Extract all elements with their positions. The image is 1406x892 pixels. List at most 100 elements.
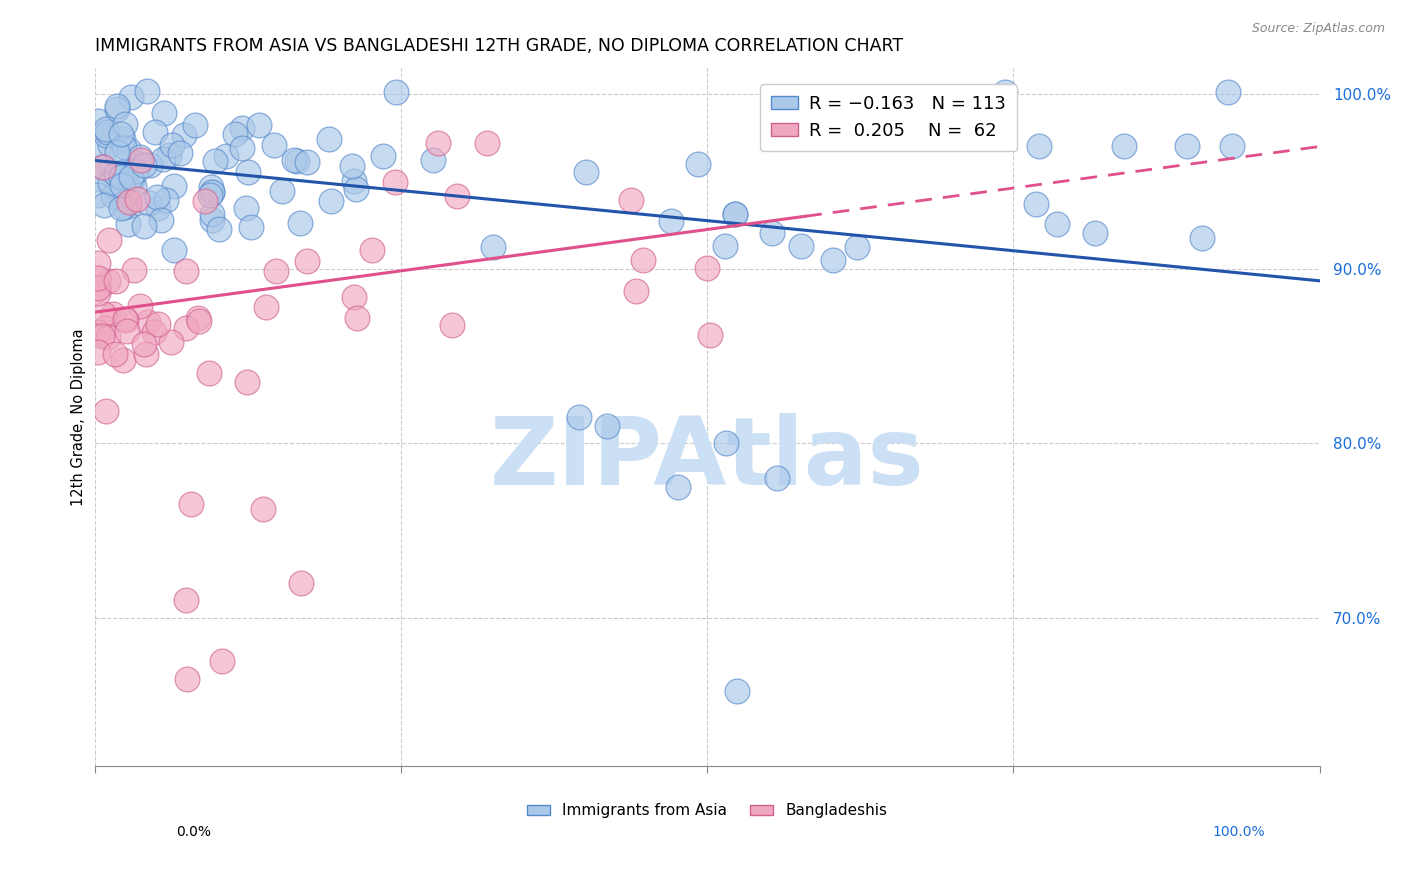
- Point: [1084, 226, 1107, 240]
- Point: [87, 271, 110, 285]
- Point: [596, 418, 619, 433]
- Point: [319, 194, 342, 208]
- Point: [1216, 86, 1239, 100]
- Point: [101, 307, 124, 321]
- Point: [174, 264, 197, 278]
- Point: [184, 119, 207, 133]
- Point: [136, 315, 159, 329]
- Point: [115, 313, 138, 327]
- Point: [97, 330, 120, 344]
- Point: [87, 281, 110, 295]
- Point: [98, 138, 121, 153]
- Point: [224, 128, 246, 142]
- Point: [143, 326, 166, 340]
- Point: [117, 144, 139, 158]
- Point: [686, 157, 709, 171]
- Point: [136, 84, 159, 98]
- Point: [725, 683, 748, 698]
- Point: [176, 672, 198, 686]
- Point: [115, 164, 138, 178]
- Point: [236, 165, 259, 179]
- Text: IMMIGRANTS FROM ASIA VS BANGLADESHI 12TH GRADE, NO DIPLOMA CORRELATION CHART: IMMIGRANTS FROM ASIA VS BANGLADESHI 12TH…: [94, 37, 903, 55]
- Point: [475, 136, 498, 150]
- Point: [87, 325, 110, 339]
- Point: [180, 497, 202, 511]
- Point: [823, 252, 845, 267]
- Point: [105, 274, 128, 288]
- Point: [96, 128, 118, 143]
- Point: [87, 144, 110, 158]
- Point: [231, 120, 253, 135]
- Point: [384, 175, 406, 189]
- Point: [215, 149, 238, 163]
- Point: [344, 182, 367, 196]
- Point: [285, 153, 308, 168]
- Point: [264, 263, 287, 277]
- Point: [724, 207, 747, 221]
- Point: [187, 311, 209, 326]
- Point: [174, 593, 197, 607]
- Point: [128, 150, 150, 164]
- Point: [426, 136, 449, 150]
- Point: [149, 212, 172, 227]
- Point: [208, 221, 231, 235]
- Point: [105, 99, 128, 113]
- Point: [101, 188, 124, 202]
- Point: [143, 125, 166, 139]
- Point: [1112, 139, 1135, 153]
- Point: [112, 352, 135, 367]
- Point: [247, 118, 270, 132]
- Point: [1220, 139, 1243, 153]
- Point: [132, 158, 155, 172]
- Point: [1191, 231, 1213, 245]
- Point: [696, 260, 718, 275]
- Point: [163, 243, 186, 257]
- Point: [94, 122, 117, 136]
- Point: [146, 317, 169, 331]
- Point: [138, 195, 160, 210]
- Point: [235, 202, 257, 216]
- Point: [440, 318, 463, 332]
- Point: [160, 334, 183, 349]
- Point: [135, 347, 157, 361]
- Point: [122, 263, 145, 277]
- Point: [790, 239, 813, 253]
- Point: [91, 161, 114, 175]
- Point: [104, 167, 127, 181]
- Point: [631, 253, 654, 268]
- Point: [87, 188, 110, 202]
- Point: [201, 185, 224, 199]
- Point: [297, 253, 319, 268]
- Point: [96, 124, 118, 138]
- Point: [118, 195, 141, 210]
- Point: [163, 179, 186, 194]
- Point: [371, 149, 394, 163]
- Point: [93, 307, 115, 321]
- Point: [666, 480, 689, 494]
- Point: [346, 310, 368, 325]
- Point: [1028, 139, 1050, 153]
- Point: [129, 153, 152, 168]
- Point: [845, 240, 868, 254]
- Point: [169, 145, 191, 160]
- Point: [97, 274, 120, 288]
- Point: [112, 139, 135, 153]
- Text: 100.0%: 100.0%: [1213, 825, 1265, 839]
- Point: [110, 169, 132, 184]
- Point: [132, 219, 155, 233]
- Point: [716, 436, 738, 450]
- Point: [107, 183, 129, 197]
- Point: [340, 159, 363, 173]
- Point: [198, 188, 221, 202]
- Point: [90, 161, 112, 175]
- Point: [114, 117, 136, 131]
- Point: [112, 200, 135, 214]
- Point: [87, 345, 110, 359]
- Point: [620, 193, 643, 207]
- Point: [482, 240, 505, 254]
- Point: [1046, 217, 1069, 231]
- Point: [252, 502, 274, 516]
- Point: [236, 375, 259, 389]
- Point: [121, 173, 143, 187]
- Point: [197, 366, 219, 380]
